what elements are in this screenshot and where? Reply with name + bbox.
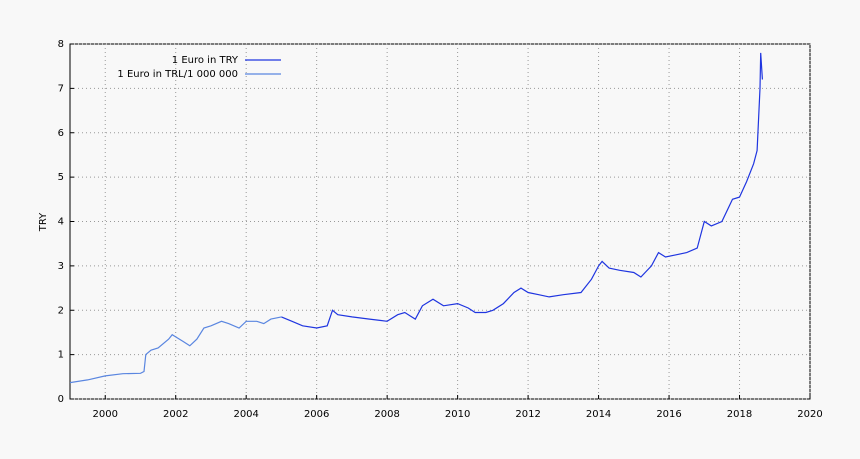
y-tick-label: 4 <box>58 217 64 228</box>
x-tick-label: 2006 <box>304 409 329 420</box>
x-tick-label: 2000 <box>93 409 118 420</box>
x-tick-label: 2008 <box>374 409 399 420</box>
series-line <box>281 52 763 329</box>
y-tick-label: 2 <box>58 305 64 316</box>
legend-label: 1 Euro in TRL/1 000 000 <box>117 69 238 80</box>
x-tick-label: 2014 <box>586 409 611 420</box>
x-tick-label: 2002 <box>163 409 188 420</box>
x-tick-label: 2018 <box>727 409 752 420</box>
y-tick-label: 8 <box>58 39 64 50</box>
y-tick-label: 7 <box>58 83 64 94</box>
y-tick-label: 5 <box>58 172 64 183</box>
x-tick-label: 2012 <box>515 409 540 420</box>
x-tick-label: 2016 <box>656 409 681 420</box>
x-tick-label: 2020 <box>797 409 822 420</box>
y-axis-label: TRY <box>38 212 49 232</box>
y-tick-label: 1 <box>58 350 64 361</box>
series-line <box>69 316 282 384</box>
x-tick-label: 2004 <box>233 409 258 420</box>
y-tick-label: 3 <box>58 261 64 272</box>
legend-label: 1 Euro in TRY <box>172 55 239 66</box>
y-tick-label: 6 <box>58 128 64 139</box>
x-tick-label: 2010 <box>445 409 470 420</box>
y-tick-label: 0 <box>58 394 64 405</box>
